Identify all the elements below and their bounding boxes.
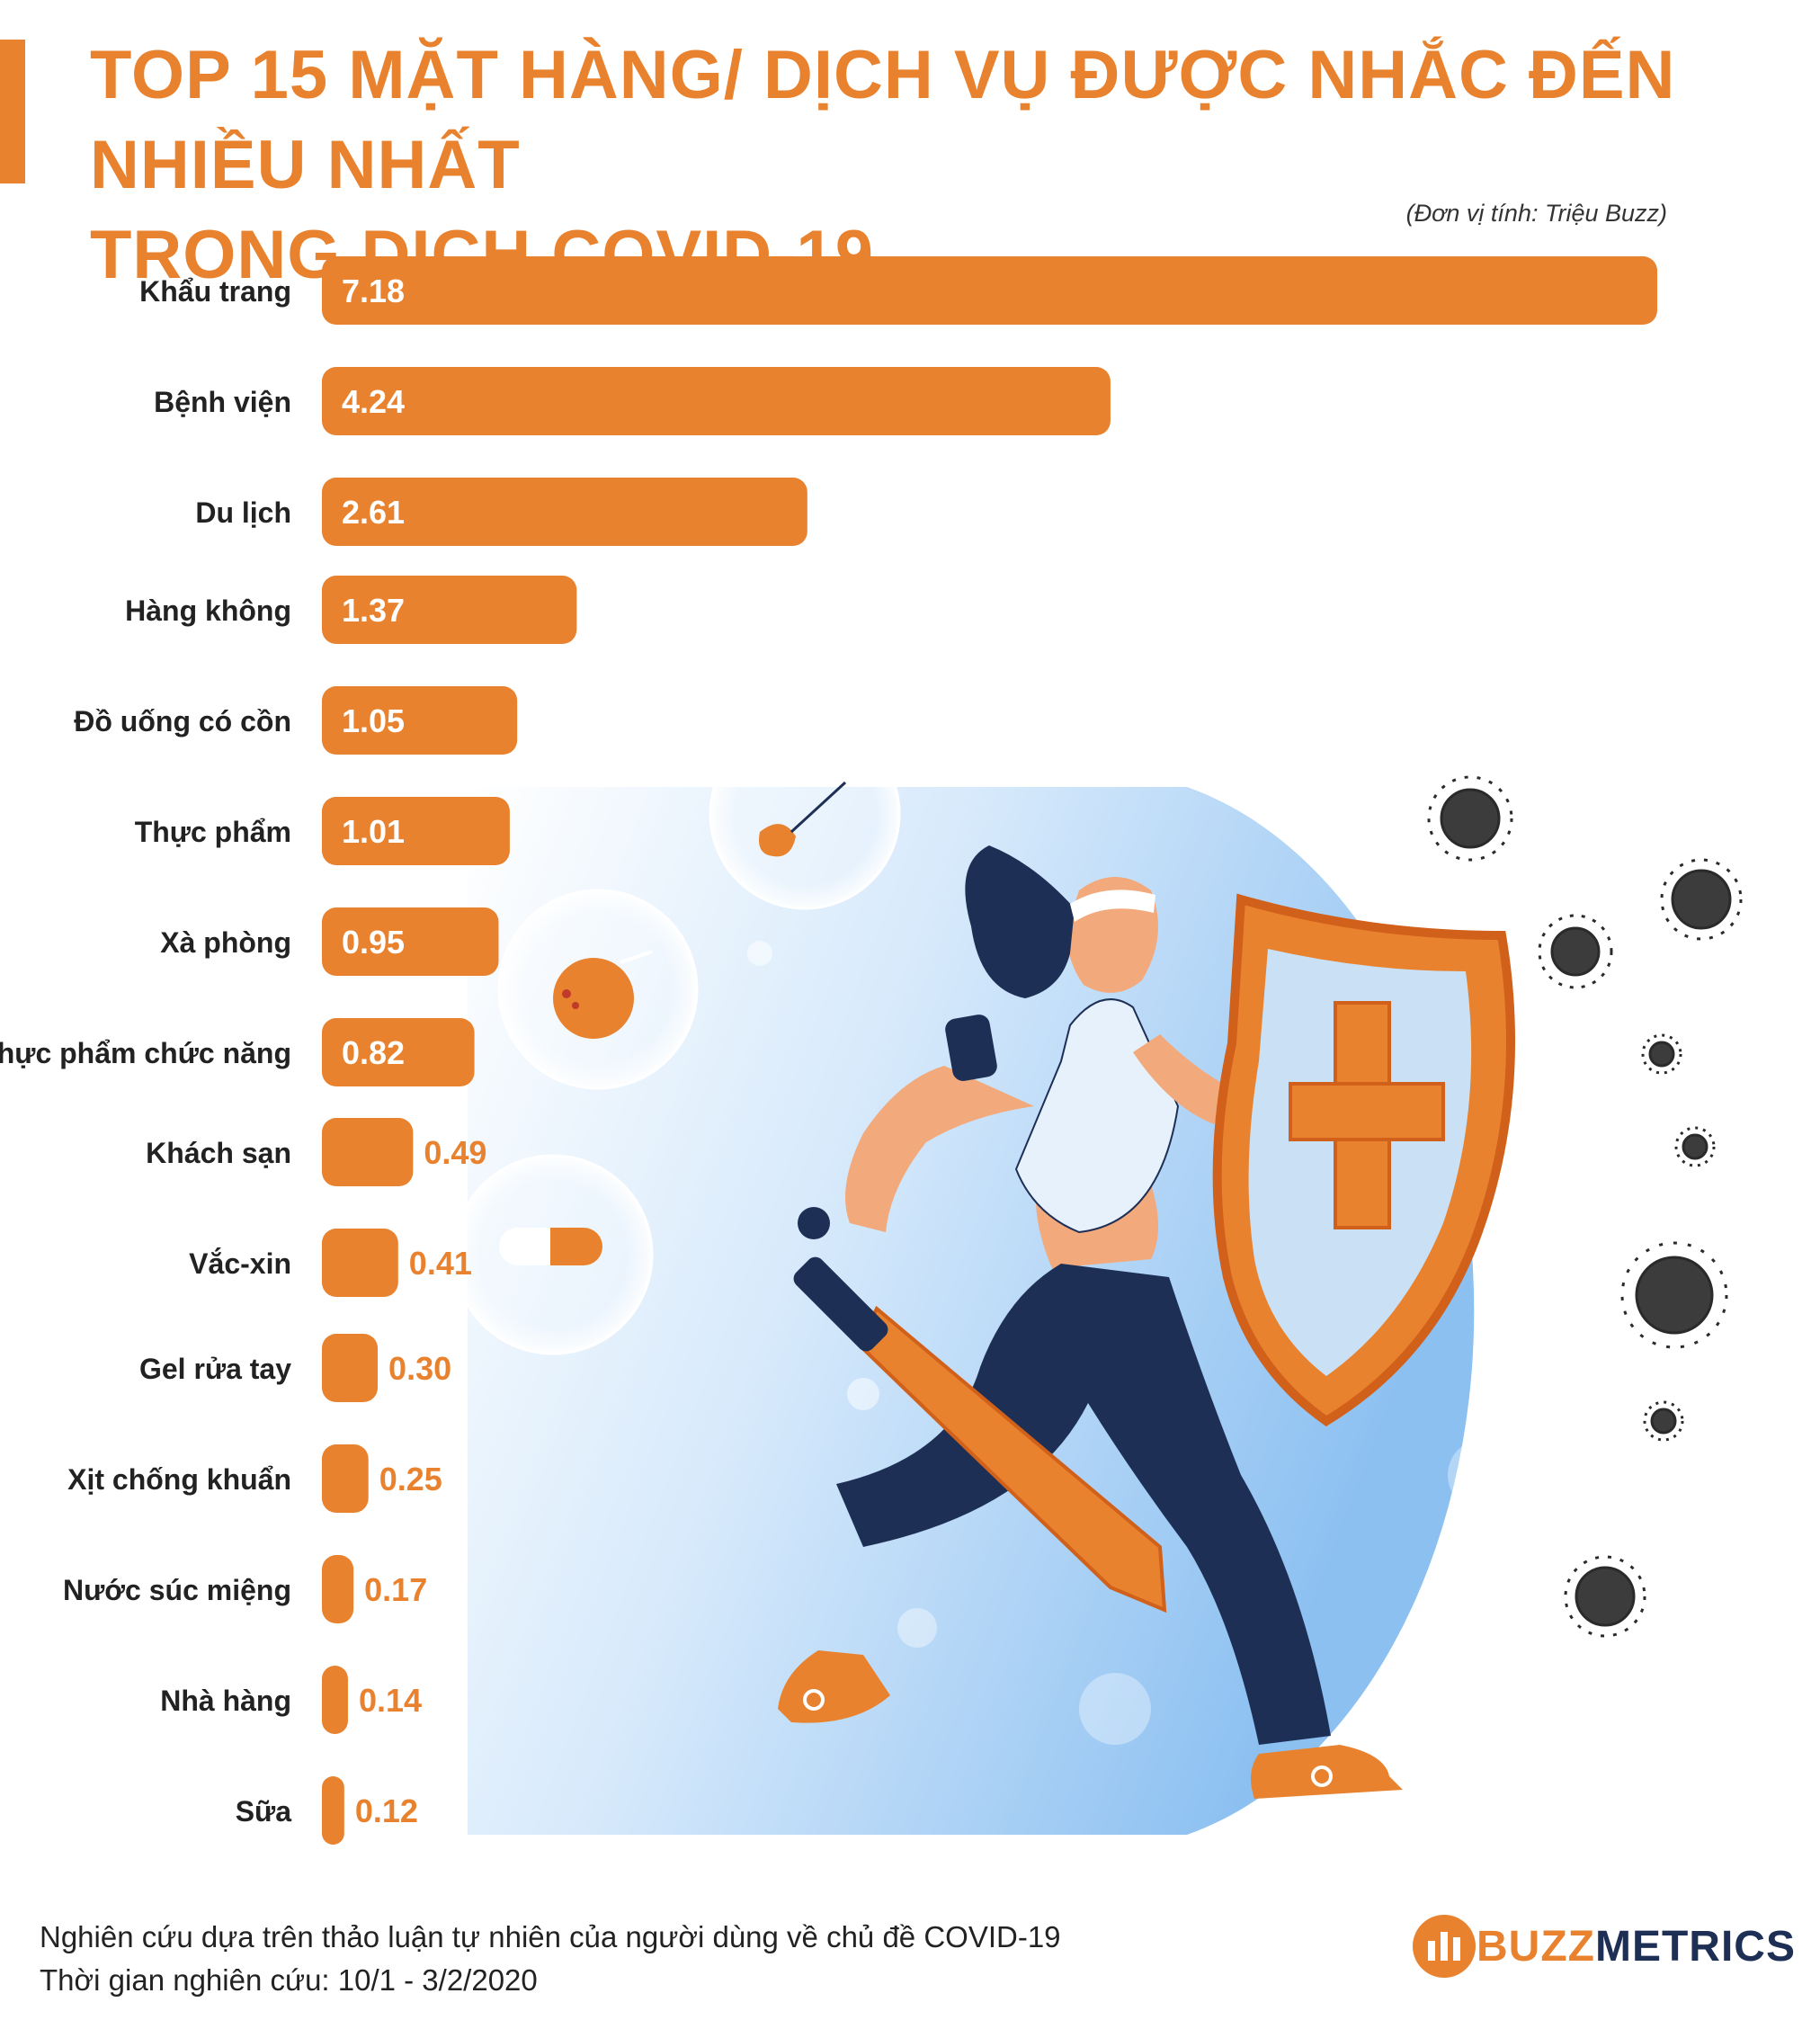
value-label-6: 0.95	[342, 924, 405, 961]
sword-icon	[793, 1207, 1167, 1613]
logo-text-metrics: METRICS	[1594, 1922, 1796, 1971]
category-label-0: Khẩu trang	[139, 275, 291, 308]
value-label-13: 0.14	[359, 1682, 422, 1719]
bar-2	[322, 478, 807, 546]
bar-10	[322, 1334, 379, 1402]
value-label-10: 0.30	[388, 1350, 451, 1387]
value-label-14: 0.12	[355, 1792, 418, 1829]
value-label-4: 1.05	[342, 702, 405, 739]
category-label-1: Bệnh viện	[154, 386, 291, 418]
value-label-2: 2.61	[342, 494, 405, 531]
bar-8	[322, 1118, 414, 1186]
value-label-0: 7.18	[342, 273, 405, 309]
category-label-6: Xà phòng	[160, 926, 291, 959]
title-accent-bar	[0, 40, 25, 183]
value-label-1: 4.24	[342, 383, 405, 420]
apple-icon	[553, 950, 653, 1039]
category-label-13: Nhà hàng	[160, 1685, 291, 1717]
shield-icon	[1212, 893, 1515, 1426]
pill-icon	[499, 1228, 602, 1265]
category-label-14: Sữa	[236, 1795, 292, 1828]
bar-13	[322, 1666, 348, 1734]
category-label-7: Thực phẩm chức năng	[0, 1037, 291, 1069]
bar-3	[322, 576, 577, 644]
value-label-11: 0.25	[379, 1461, 442, 1497]
unit-note: (Đơn vị tính: Triệu Buzz)	[1405, 200, 1667, 227]
footer-line-1: Nghiên cứu dựa trên thảo luận tự nhiên c…	[40, 1920, 1061, 1953]
category-label-4: Đồ uống có cồn	[74, 705, 291, 737]
bar-11	[322, 1444, 369, 1513]
virus-group	[1427, 775, 1743, 1638]
category-label-5: Thực phẩm	[135, 816, 291, 848]
category-label-8: Khách sạn	[146, 1137, 291, 1169]
bar-9	[322, 1229, 398, 1297]
category-label-10: Gel rửa tay	[139, 1353, 291, 1385]
value-label-5: 1.01	[342, 813, 405, 850]
footer-note: Nghiên cứu dựa trên thảo luận tự nhiên c…	[40, 1916, 1061, 2002]
value-label-7: 0.82	[342, 1034, 405, 1071]
category-label-9: Vắc-xin	[189, 1247, 291, 1280]
bar-4	[322, 686, 518, 755]
value-label-3: 1.37	[342, 592, 405, 629]
bar-chart-logo-icon	[1413, 1915, 1476, 1978]
value-label-9: 0.41	[409, 1245, 472, 1282]
value-label-8: 0.49	[424, 1134, 486, 1171]
category-label-2: Du lịch	[195, 496, 291, 529]
runner-figure	[778, 845, 1403, 1799]
logo-text-buzz: BUZZ	[1477, 1922, 1595, 1971]
bar-1	[322, 367, 1111, 435]
bar-14	[322, 1776, 344, 1845]
category-label-3: Hàng không	[125, 594, 291, 627]
bar-12	[322, 1555, 354, 1623]
bar-0	[322, 256, 1657, 325]
title-line-1: TOP 15 MẶT HÀNG/ DỊCH VỤ ĐƯỢC NHẮC ĐẾN N…	[90, 37, 1676, 203]
logo-text: BUZZMETRICS	[1477, 1922, 1796, 1971]
category-label-12: Nước súc miệng	[63, 1574, 291, 1606]
value-label-12: 0.17	[364, 1571, 427, 1608]
page-title: TOP 15 MẶT HÀNG/ DỊCH VỤ ĐƯỢC NHẮC ĐẾN N…	[90, 31, 1807, 300]
apple-core-icon	[759, 781, 847, 857]
buzzmetrics-logo: BUZZMETRICS	[1412, 1914, 1796, 1979]
category-label-11: Xịt chống khuẩn	[67, 1463, 291, 1496]
footer-line-2: Thời gian nghiên cứu: 10/1 - 3/2/2020	[40, 1963, 538, 1997]
bar-7	[322, 1018, 475, 1086]
bar-5	[322, 797, 510, 865]
bar-6	[322, 907, 499, 976]
